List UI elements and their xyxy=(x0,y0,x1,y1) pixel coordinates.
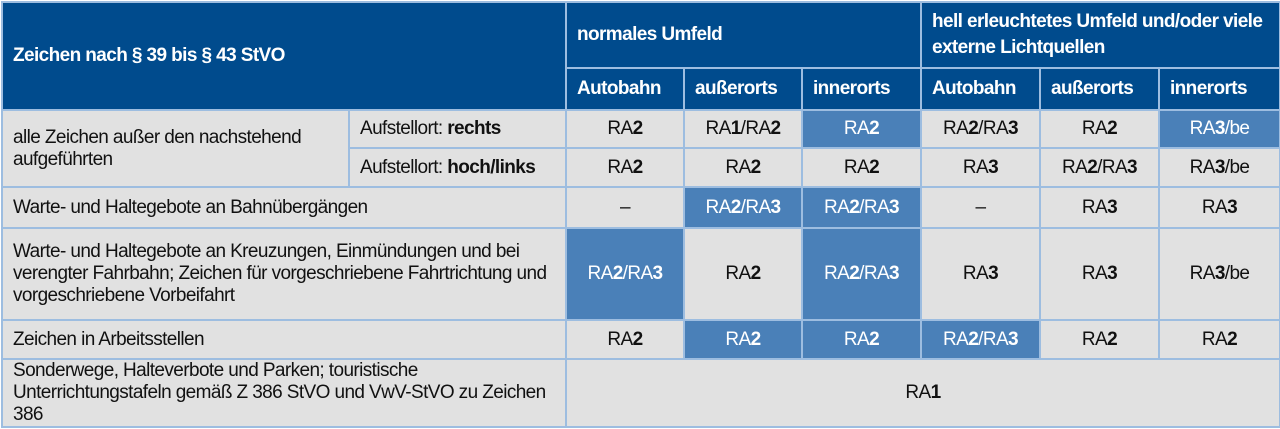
column-header: innerorts xyxy=(1157,67,1280,111)
column-header: außerorts xyxy=(683,67,803,111)
column-header: Autobahn xyxy=(920,67,1041,111)
column-header: innerorts xyxy=(801,67,922,111)
sublabel-prefix: Aufstellort: xyxy=(360,118,448,139)
value-cell: RA3 xyxy=(1157,186,1280,229)
table-row: Aufstellort: hoch/links RA2 RA2 RA2 RA3 RA2/R… xyxy=(2,147,1280,188)
column-header: Autobahn xyxy=(565,67,685,111)
value-cell: RA2/RA3 xyxy=(565,227,685,321)
value-cell: RA2 xyxy=(683,319,803,360)
value-cell: RA2/RA3 xyxy=(801,186,922,229)
value-cell: RA3 xyxy=(920,147,1041,188)
value-cell: RA2/RA3 xyxy=(801,227,922,321)
value-cell: RA2/RA3 xyxy=(920,109,1041,149)
header-group-normal: normales Umfeld xyxy=(565,1,922,69)
value-cell: RA2 xyxy=(801,147,922,188)
value-cell: RA2 xyxy=(565,147,685,188)
value-cell: RA3/be xyxy=(1157,109,1280,149)
table-row: Warte- und Haltegebote an Kreuzungen, Ei… xyxy=(1,227,1280,321)
row-label: Zeichen in Arbeitsstellen xyxy=(1,319,567,360)
value-cell: RA3 xyxy=(920,227,1041,321)
value-cell: RA2 xyxy=(565,319,685,360)
value-cell-span: RA1 xyxy=(564,358,1280,428)
header-group-bright: hell erleuchtetes Umfeld und/oder viele … xyxy=(919,1,1280,69)
value-cell: RA2 xyxy=(683,147,803,188)
sublabel-location: hoch/links xyxy=(447,156,536,178)
table-row: Warte- und Haltegebote an Bahnübergängen… xyxy=(1,186,1280,229)
table-row: Zeichen in Arbeitsstellen RA2 RA2 RA2 RA2/RA… xyxy=(1,319,1280,360)
sublabel-prefix: Aufstellort: xyxy=(360,156,448,178)
row-label: Warte- und Haltegebote an Kreuzungen, Ei… xyxy=(1,227,567,321)
value-cell: RA2/RA3 xyxy=(920,319,1041,360)
value-cell: RA2/RA3 xyxy=(1039,147,1160,188)
value-cell: RA2 xyxy=(683,227,803,321)
value-cell: RA2 xyxy=(565,109,685,149)
value-cell: RA3/be xyxy=(1157,227,1280,321)
value-cell: RA2 xyxy=(1157,319,1280,360)
value-cell: RA2 xyxy=(801,319,922,360)
value-cell: RA3/be xyxy=(1157,147,1280,188)
column-header: außerorts xyxy=(1039,67,1160,111)
row-label: Sonderwege, Halteverbote und Parken; tou… xyxy=(1,358,567,428)
value-cell: RA1/RA2 xyxy=(683,109,803,149)
value-cell: RA3 xyxy=(1039,227,1160,321)
row-sublabel: Aufstellort: rechts xyxy=(348,109,567,149)
header-main: Zeichen nach § 39 bis § 43 StVO xyxy=(1,1,567,111)
value-cell: RA2 xyxy=(1039,319,1160,360)
sublabel-location: rechts xyxy=(447,118,501,139)
value-cell: RA3 xyxy=(1039,186,1160,229)
row-label: Warte- und Haltegebote an Bahnübergängen xyxy=(1,186,567,229)
table-row: Sonderwege, Halteverbote und Parken; tou… xyxy=(1,358,1280,428)
value-cell: RA2/RA3 xyxy=(683,186,803,229)
value-cell: RA2 xyxy=(1039,109,1160,149)
value-cell: RA2 xyxy=(801,109,922,149)
value-cell: – xyxy=(920,186,1041,229)
row-label: alle Zeichen außer den nachstehend aufge… xyxy=(1,109,350,188)
row-sublabel: Aufstellort: hoch/links xyxy=(348,147,567,188)
value-cell: – xyxy=(565,186,685,229)
table-row: alle Zeichen außer den nachstehend aufge… xyxy=(1,109,1280,188)
